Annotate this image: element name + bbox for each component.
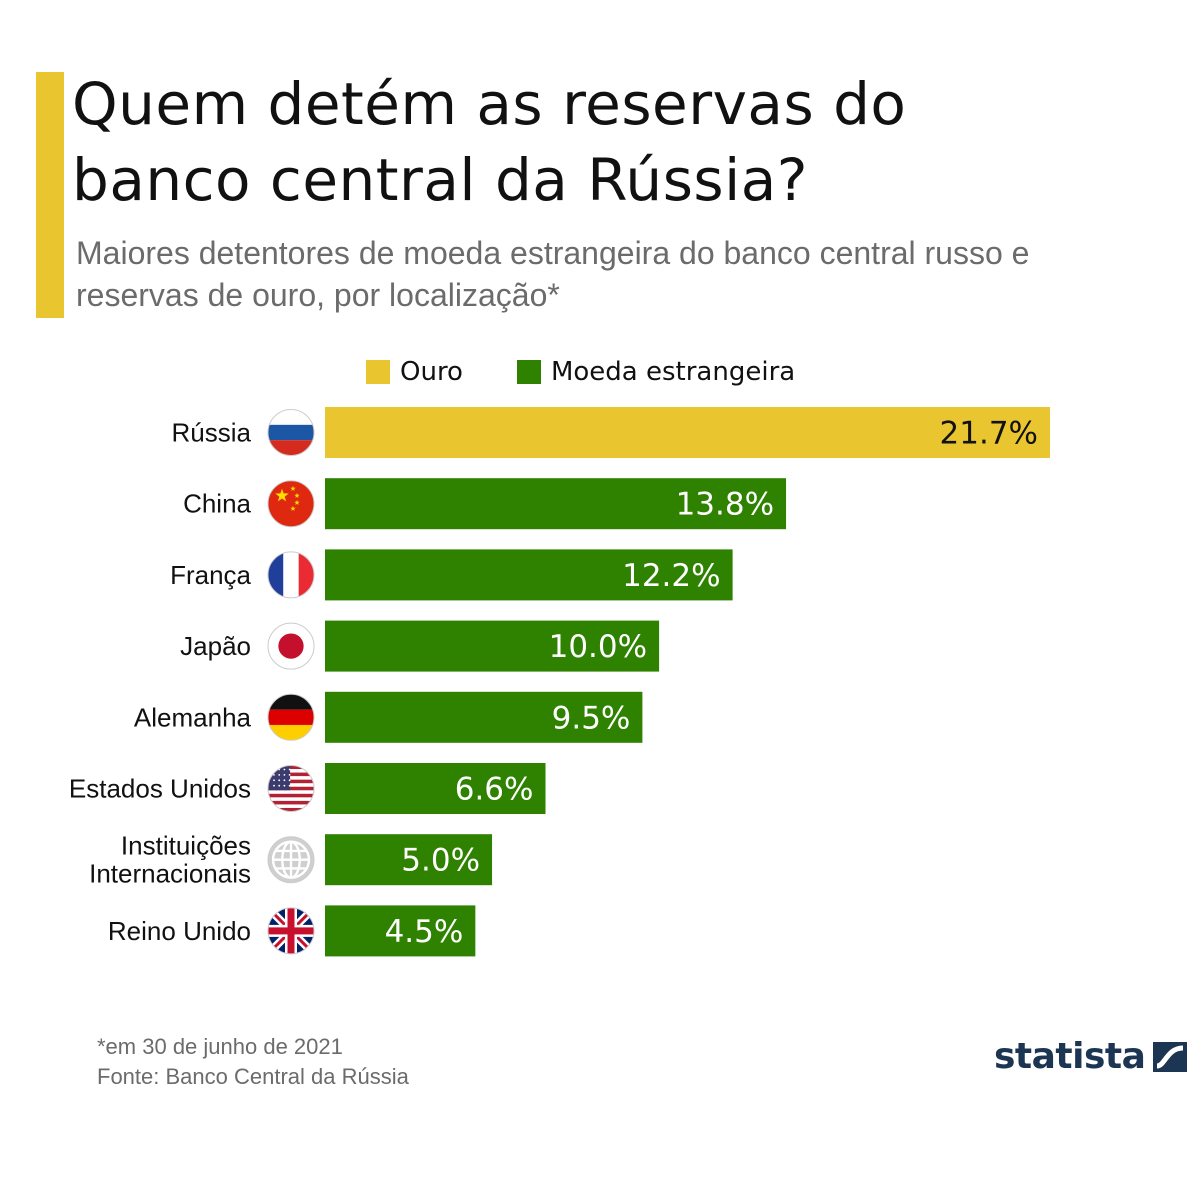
legend-item-gold: Ouro — [366, 357, 463, 387]
china-flag-icon — [267, 480, 315, 528]
page-subtitle: Maiores detentores de moeda estrangeira … — [76, 232, 1166, 316]
statista-logo-text: statista — [994, 1036, 1146, 1077]
title-line-2: banco central da Rússia? — [72, 146, 809, 214]
bar-value-label: 10.0% — [549, 629, 647, 665]
france-flag-icon — [267, 551, 315, 599]
uk-flag-icon — [267, 907, 315, 955]
title-line-1: Quem detém as reservas do — [72, 70, 907, 138]
legend-item-foreign: Moeda estrangeira — [516, 357, 796, 387]
usa-flag-icon — [267, 765, 315, 812]
russia-flag-icon — [267, 409, 315, 456]
footnote-date: *em 30 de junho de 2021 — [97, 1034, 343, 1059]
statista-logo-icon — [1153, 1041, 1188, 1072]
category-label: Rússia — [172, 418, 252, 448]
title-accent-bar — [36, 72, 64, 318]
footnote-source: Fonte: Banco Central da Rússia — [97, 1064, 409, 1089]
globe-icon — [267, 836, 315, 884]
category-label: Estados Unidos — [69, 774, 251, 804]
category-label: Reino Unido — [108, 916, 251, 946]
category-label: Japão — [180, 631, 251, 661]
bar-value-label: 4.5% — [385, 914, 464, 950]
subtitle-line-2: reservas de ouro, por localização* — [76, 277, 560, 313]
chart-legend: Ouro Moeda estrangeira — [366, 356, 849, 388]
subtitle-line-1: Maiores detentores de moeda estrangeira … — [76, 235, 1030, 271]
bar-1 — [325, 407, 1050, 458]
category-label: Alemanha — [134, 702, 252, 732]
germany-flag-icon — [267, 693, 315, 741]
bar-8 — [325, 905, 476, 957]
bar-2 — [325, 478, 787, 530]
legend-label-gold: Ouro — [400, 357, 463, 387]
bar-value-label: 21.7% — [940, 416, 1038, 452]
bar-7 — [325, 834, 493, 886]
bar-4 — [325, 620, 660, 672]
legend-label-foreign: Moeda estrangeira — [550, 357, 796, 387]
category-label: França — [170, 560, 251, 590]
statista-logo: statista — [994, 1036, 1188, 1077]
page-title: Quem detém as reservas do banco central … — [72, 66, 1152, 218]
bar-6 — [325, 763, 546, 814]
legend-swatch-gold — [366, 360, 390, 384]
footnote: *em 30 de junho de 2021 Fonte: Banco Cen… — [97, 1032, 409, 1092]
bar-value-label: 13.8% — [676, 487, 774, 523]
category-label: Instituições Internacionais — [89, 831, 251, 889]
bar-value-label: 5.0% — [401, 843, 480, 879]
bar-chart: 21.7% Rússia 13.8% China 12.2% França 10.0% Jap… — [69, 407, 1050, 957]
bar-5 — [325, 691, 643, 743]
legend-swatch-foreign — [516, 360, 541, 384]
bar-3 — [325, 549, 733, 601]
category-label: China — [183, 489, 251, 519]
japan-flag-icon — [267, 622, 315, 670]
bar-value-label: 6.6% — [455, 772, 534, 808]
bar-value-label: 12.2% — [622, 558, 720, 594]
bar-value-label: 9.5% — [552, 700, 631, 736]
